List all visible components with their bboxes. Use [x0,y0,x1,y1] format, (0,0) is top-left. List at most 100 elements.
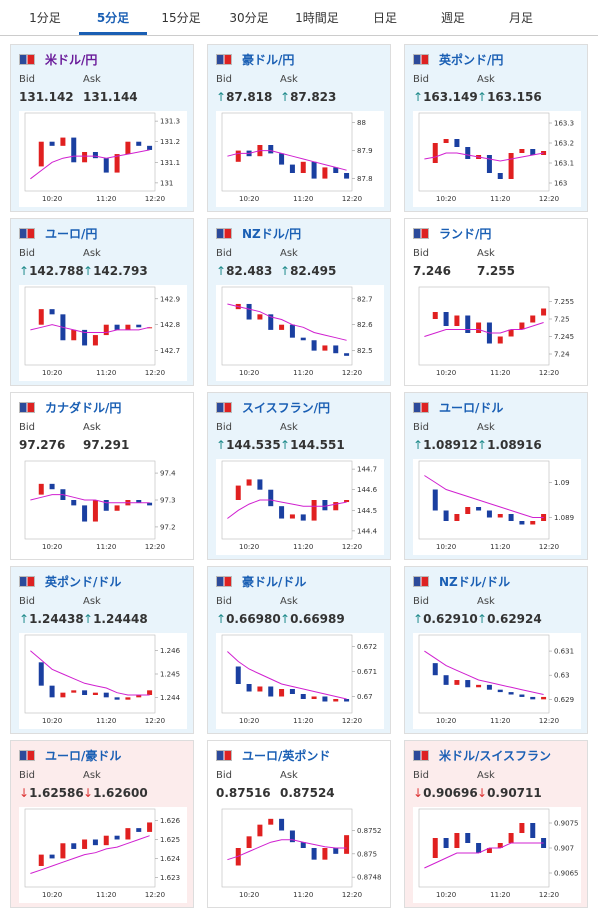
bid-value: ↓0.90696 [413,786,478,800]
pair-name[interactable]: ランド/円 [439,227,492,241]
candle [147,145,153,150]
quote-card[interactable]: 英ポンド/円 Bid Ask ↑163.149 ↑163.156 163 163.1 163.… [404,44,588,212]
tab[interactable]: 月足 [508,11,533,25]
plot-frame [24,112,156,192]
pair-name[interactable]: 豪ドル/ドル [242,575,307,589]
quote-card[interactable]: 豪ドル/円 Bid Ask ↑87.818 ↑87.823 87.8 87.9 88 10:20… [207,44,391,212]
candle [443,838,449,848]
pair-name[interactable]: カナダドル/円 [45,401,122,415]
arrow: ↑ [413,90,424,104]
candle [114,324,120,330]
x-tick-label: 12:20 [539,195,559,203]
moving-average [30,835,150,874]
candle [235,150,241,162]
quote-card[interactable]: ユーロ/ドル Bid Ask ↑1.08912 ↑1.08916 1.089 1.09 10:… [404,392,588,560]
ask-number: 0.62924 [487,612,542,626]
arrow: ↑ [280,264,291,278]
y-tick-label: 0.9075 [554,820,579,828]
tab[interactable]: 日足 [372,11,397,25]
tab[interactable]: 週足 [440,11,465,25]
x-tick-label: 11:20 [490,369,510,377]
candle [289,689,295,694]
bid-label: Bid [19,596,35,607]
ask-value: ↑1.24448 [83,612,148,626]
candle [476,843,482,853]
plot-frame [418,460,550,540]
pair-name[interactable]: 豪ドル/円 [242,53,295,67]
y-tick-label: 144.7 [357,466,377,474]
candle [38,854,44,866]
x-tick-label: 10:20 [42,717,62,725]
x-tick-label: 12:20 [342,195,362,203]
pair-name[interactable]: 英ポンド/ドル [45,575,122,589]
quote-card[interactable]: 米ドル/円 Bid Ask 131.142 131.144 131 131.1 131.2 13… [10,44,194,212]
candle [322,345,328,351]
x-tick-label: 12:20 [539,891,559,899]
quote-card[interactable]: ユーロ/英ポンド Bid Ask 0.87516 0.87524 0.8748 0.875 0… [207,740,391,908]
bid-number: 1.08912 [423,438,478,452]
ask-value: ↓1.62600 [83,786,148,800]
candle [82,505,88,522]
tab[interactable]: 1分足 [29,11,61,25]
y-tick-label: 163.3 [554,120,574,128]
ask-label: Ask [83,74,101,85]
plot-frame [418,286,550,366]
arrow: ↑ [477,438,488,452]
tab[interactable]: 30分足 [229,11,269,25]
mini-chart: 0.629 0.63 0.631 10:20 11:20 12:20 [413,633,581,729]
bid-number: 0.90696 [423,786,478,800]
pair-name[interactable]: ユーロ/円 [45,227,98,241]
ask-number: 0.87524 [280,786,335,800]
candle [71,843,77,849]
candle [235,848,241,866]
candle [476,507,482,511]
pair-name[interactable]: NZドル/ドル [439,575,511,589]
x-tick-label: 11:20 [293,891,313,899]
mini-chart: 0.8748 0.875 0.8752 10:20 11:20 12:20 [216,807,384,903]
candle [103,692,109,698]
quote-card[interactable]: ランド/円 Bid Ask 7.246 7.255 7.24 7.245 7.25 7.255 1… [404,218,588,386]
candle [497,689,503,693]
flag-icon [413,576,429,587]
quote-card[interactable]: スイスフラン/円 Bid Ask ↑144.535 ↑144.551 144.4 144.5… [207,392,391,560]
candle [432,143,438,163]
x-tick-label: 11:20 [96,543,116,551]
plot-frame [418,634,550,714]
quote-card[interactable]: 米ドル/スイスフラン Bid Ask ↓0.90696 ↓0.90711 0.9065 0.… [404,740,588,908]
candle [454,315,460,326]
pair-name[interactable]: 米ドル/円 [45,53,98,67]
quote-card[interactable]: NZドル/円 Bid Ask ↑82.483 ↑82.495 82.5 82.6 82.7 10… [207,218,391,386]
pair-name[interactable]: 米ドル/スイスフラン [439,749,552,763]
pair-name[interactable]: スイスフラン/円 [242,401,331,415]
candle [541,308,547,316]
quote-card[interactable]: ユーロ/円 Bid Ask ↑142.788 ↑142.793 142.7 142.8 142… [10,218,194,386]
quote-card[interactable]: NZドル/ドル Bid Ask ↑0.62910 ↑0.62924 0.629 0.63 0.… [404,566,588,734]
tab[interactable]: 15分足 [161,11,201,25]
tab[interactable]: 5分足 [79,0,147,35]
pair-name[interactable]: 英ポンド/円 [439,53,504,67]
y-tick-label: 82.7 [357,295,373,303]
x-tick-label: 11:20 [490,543,510,551]
tab[interactable]: 1時間足 [295,11,339,25]
candle [60,692,66,698]
ask-value: ↑0.66989 [280,612,345,626]
pair-name[interactable]: ユーロ/豪ドル [45,749,122,763]
y-tick-label: 97.3 [160,497,176,505]
bid-label: Bid [216,770,232,781]
arrow: ↑ [83,612,94,626]
candle [443,139,449,143]
y-tick-label: 131.1 [160,159,180,167]
quote-card[interactable]: ユーロ/豪ドル Bid Ask ↓1.62586 ↓1.62600 1.623 1.624 1… [10,740,194,908]
pair-name[interactable]: ユーロ/ドル [439,401,504,415]
quote-card[interactable]: カナダドル/円 Bid Ask 97.276 97.291 97.2 97.3 97.4 10:… [10,392,194,560]
y-tick-label: 82.5 [357,347,373,355]
quote-card[interactable]: 英ポンド/ドル Bid Ask ↑1.24438 ↑1.24448 1.244 1.245 1… [10,566,194,734]
ask-number: 131.144 [83,90,138,104]
candle [465,507,471,514]
pair-name[interactable]: NZドル/円 [242,227,302,241]
y-tick-label: 1.245 [160,671,180,679]
quote-card[interactable]: 豪ドル/ドル Bid Ask ↑0.66980 ↑0.66989 0.67 0.671 0.6… [207,566,391,734]
moving-average [424,842,544,869]
candle [497,514,503,518]
pair-name[interactable]: ユーロ/英ポンド [242,749,331,763]
